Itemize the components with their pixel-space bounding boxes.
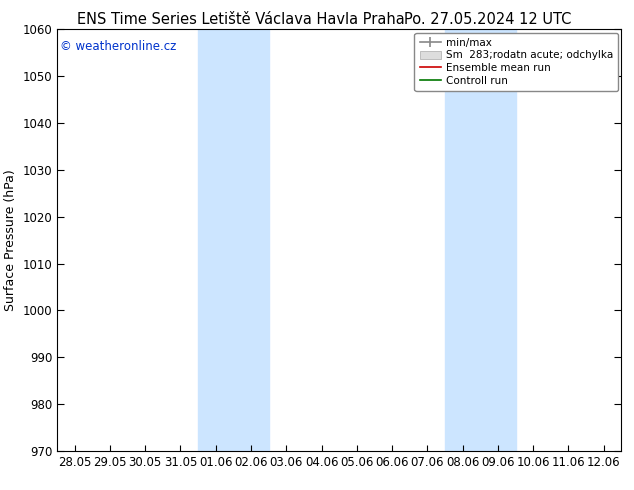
Y-axis label: Surface Pressure (hPa): Surface Pressure (hPa) (4, 169, 17, 311)
Legend: min/max, Sm  283;rodatn acute; odchylka, Ensemble mean run, Controll run: min/max, Sm 283;rodatn acute; odchylka, … (415, 32, 618, 91)
Bar (445, 29, 515, 451)
Bar (198, 29, 269, 451)
Text: Po. 27.05.2024 12 UTC: Po. 27.05.2024 12 UTC (404, 12, 572, 27)
Text: © weatheronline.cz: © weatheronline.cz (60, 40, 176, 53)
Text: ENS Time Series Letiště Václava Havla Praha: ENS Time Series Letiště Václava Havla Pr… (77, 12, 404, 27)
